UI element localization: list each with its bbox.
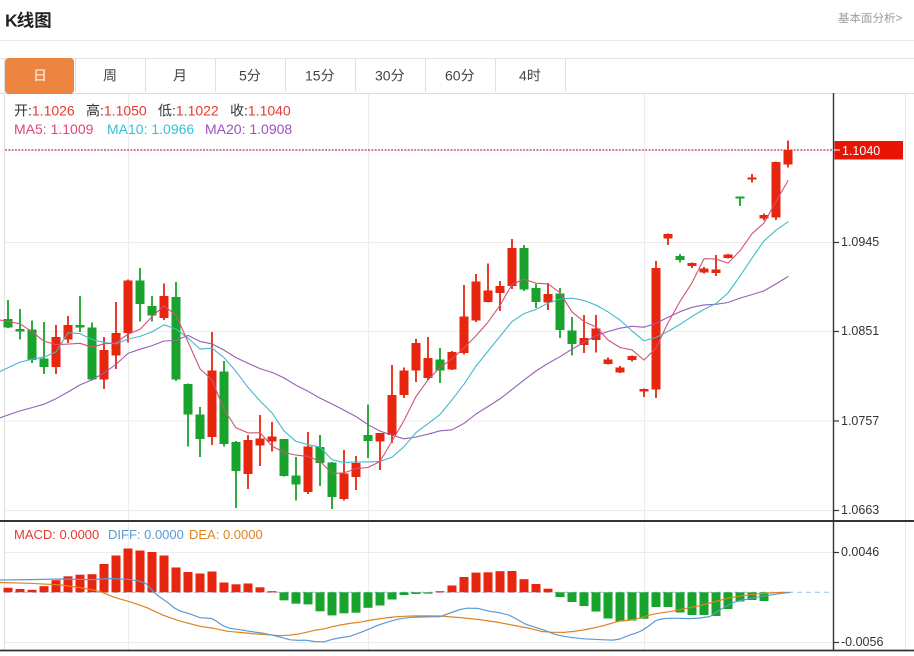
svg-text:5: 5 (239, 67, 247, 83)
svg-text:1.1050: 1.1050 (104, 102, 147, 118)
svg-text:60: 60 (445, 67, 461, 83)
svg-text::: : (28, 102, 32, 118)
svg-text:15: 15 (305, 67, 321, 83)
svg-text:30: 30 (375, 67, 391, 83)
svg-text:K: K (5, 10, 18, 30)
svg-text:1.1026: 1.1026 (32, 102, 75, 118)
svg-text:1.1022: 1.1022 (175, 102, 218, 118)
svg-text::: : (100, 102, 104, 118)
svg-text::: : (172, 102, 176, 118)
svg-text::: : (244, 102, 248, 118)
svg-text:1.1040: 1.1040 (247, 102, 290, 118)
svg-text:>: > (896, 13, 903, 25)
svg-text:4: 4 (519, 67, 527, 83)
